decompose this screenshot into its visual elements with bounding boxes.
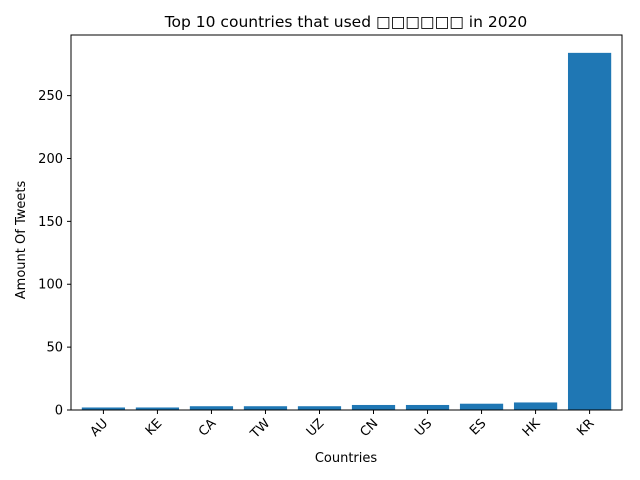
y-tick-label: 0: [55, 404, 63, 419]
bar-tw: [243, 406, 288, 410]
bar-es: [459, 403, 504, 410]
y-tick-label: 200: [38, 152, 63, 167]
x-tick-label: KR: [574, 416, 597, 439]
x-tick-label: CN: [357, 416, 381, 440]
x-tick-label: US: [412, 416, 435, 439]
y-tick-label: 50: [46, 341, 63, 356]
y-axis-label: Amount Of Tweets: [14, 181, 29, 300]
bar-au: [81, 407, 126, 410]
bar-us: [405, 404, 450, 410]
bar-hk: [513, 402, 558, 410]
y-tick-label: 250: [38, 89, 63, 104]
x-tick-label: KE: [143, 416, 165, 438]
y-axis-ticks: 0 50 100 150 200 250: [38, 89, 71, 419]
bar-ca: [189, 406, 234, 410]
x-tick-label: ES: [467, 416, 489, 438]
x-axis-label: Countries: [315, 451, 378, 466]
bar-kr: [567, 52, 612, 411]
x-tick-label: AU: [88, 416, 112, 440]
bar-uz: [297, 406, 342, 410]
y-tick-label: 150: [38, 215, 63, 230]
x-axis-ticks: AU KE CA TW UZ CN US ES HK KR: [88, 410, 597, 442]
bars-layer: [81, 52, 612, 411]
x-tick-label: TW: [247, 416, 273, 442]
bar-ke: [135, 407, 180, 410]
x-tick-label: HK: [520, 416, 544, 440]
chart-title: Top 10 countries that used □□□□□□ in 202…: [164, 13, 528, 31]
bar-cn: [351, 404, 396, 410]
y-tick-label: 100: [38, 278, 63, 293]
x-tick-label: UZ: [304, 416, 328, 440]
x-tick-label: CA: [196, 416, 219, 439]
plot-frame: [70, 34, 623, 411]
